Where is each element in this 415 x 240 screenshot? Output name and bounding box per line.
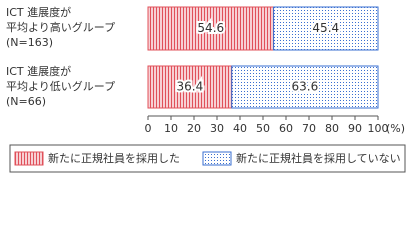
legend-label: 新たに正規社員を採用した	[48, 151, 180, 165]
category-label: ICT 進展度が	[6, 5, 71, 19]
value-label: 63.6	[292, 80, 319, 94]
x-tick-label: 30	[210, 122, 224, 135]
value-label: 45.4	[312, 21, 339, 35]
bar-segment	[231, 65, 379, 109]
x-tick-label: 20	[187, 122, 201, 135]
category-label: (N=163)	[6, 36, 53, 49]
value-label: 36.4	[177, 80, 204, 94]
x-tick-label: 0	[145, 122, 152, 135]
x-tick-label: 100	[368, 122, 389, 135]
bar-segment	[147, 65, 233, 109]
category-label: 平均より高いグループ	[6, 20, 115, 34]
legend-label: 新たに正規社員を採用していない	[236, 151, 401, 165]
x-tick-label: 70	[302, 122, 316, 135]
bar-segment	[273, 6, 379, 51]
x-tick-label: 90	[348, 122, 362, 135]
category-label: 平均より低いグループ	[6, 79, 115, 93]
legend-swatch	[14, 151, 44, 166]
legend-swatch	[202, 151, 232, 166]
value-label: 54.6	[197, 21, 224, 35]
x-tick-label: 40	[233, 122, 247, 135]
chart: 0 10 20 30 40 50 60 70 80 90 100(%)ICT 進展度が平均より高いグ…	[6, 5, 406, 173]
bar-segment	[147, 6, 275, 51]
x-tick-label: 50	[256, 122, 270, 135]
legend-box	[9, 144, 406, 173]
x-tick-label: 80	[325, 122, 339, 135]
category-label: ICT 進展度が	[6, 64, 71, 78]
category-label: (N=66)	[6, 95, 46, 108]
x-tick-label: 10	[164, 122, 178, 135]
x-tick-label: 60	[279, 122, 293, 135]
x-unit: (%)	[386, 122, 405, 135]
